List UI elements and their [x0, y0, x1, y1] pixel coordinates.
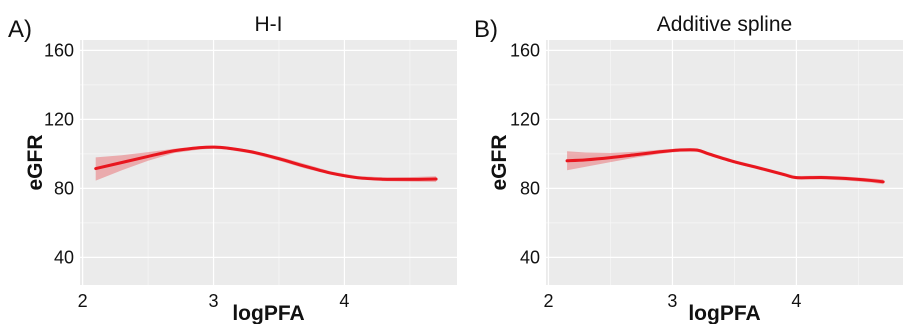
y-tick-labels-b: 40 80 120 160 [510, 40, 540, 267]
x-tick-label: 2 [78, 291, 88, 311]
y-tick-label: 40 [54, 247, 74, 267]
y-tick-label: 120 [44, 109, 74, 129]
x-tick-labels-b: 2 3 4 [543, 291, 801, 311]
panel-a: 40 80 120 160 2 3 4 A) H-I logPFA eGFR [8, 13, 457, 324]
y-tick-label: 80 [54, 178, 74, 198]
fit-line-a [94, 145, 438, 181]
y-tick-label: 160 [510, 40, 540, 60]
x-tick-labels-a: 2 3 4 [78, 291, 350, 311]
panel-title-b: Additive spline [657, 13, 792, 36]
y-tick-label: 40 [520, 247, 540, 267]
plot-area-b [546, 40, 903, 285]
x-tick-label: 2 [543, 291, 553, 311]
panel-label-a: A) [8, 16, 32, 43]
y-axis-label-a: eGFR [24, 134, 47, 190]
x-tick-label: 4 [791, 291, 801, 311]
y-tick-label: 80 [520, 178, 540, 198]
confidence-band-b [567, 148, 884, 185]
y-tick-labels-a: 40 80 120 160 [44, 40, 74, 267]
plot-area-a [80, 40, 457, 285]
fit-line-b [565, 148, 885, 184]
x-tick-label: 4 [339, 291, 349, 311]
x-axis-label-a: logPFA [232, 302, 304, 324]
y-tick-label: 120 [510, 109, 540, 129]
panel-title-a: H-I [255, 13, 283, 36]
grid-b [546, 40, 903, 285]
panel-label-b: B) [474, 16, 498, 43]
panel-b: 40 80 120 160 2 3 4 B) Additive spline logPFA… [474, 13, 903, 324]
x-tick-label: 3 [667, 291, 677, 311]
grid-a [80, 40, 457, 285]
y-axis-label-b: eGFR [488, 134, 511, 190]
y-tick-label: 160 [44, 40, 74, 60]
x-tick-label: 3 [209, 291, 219, 311]
x-axis-label-b: logPFA [688, 302, 760, 324]
